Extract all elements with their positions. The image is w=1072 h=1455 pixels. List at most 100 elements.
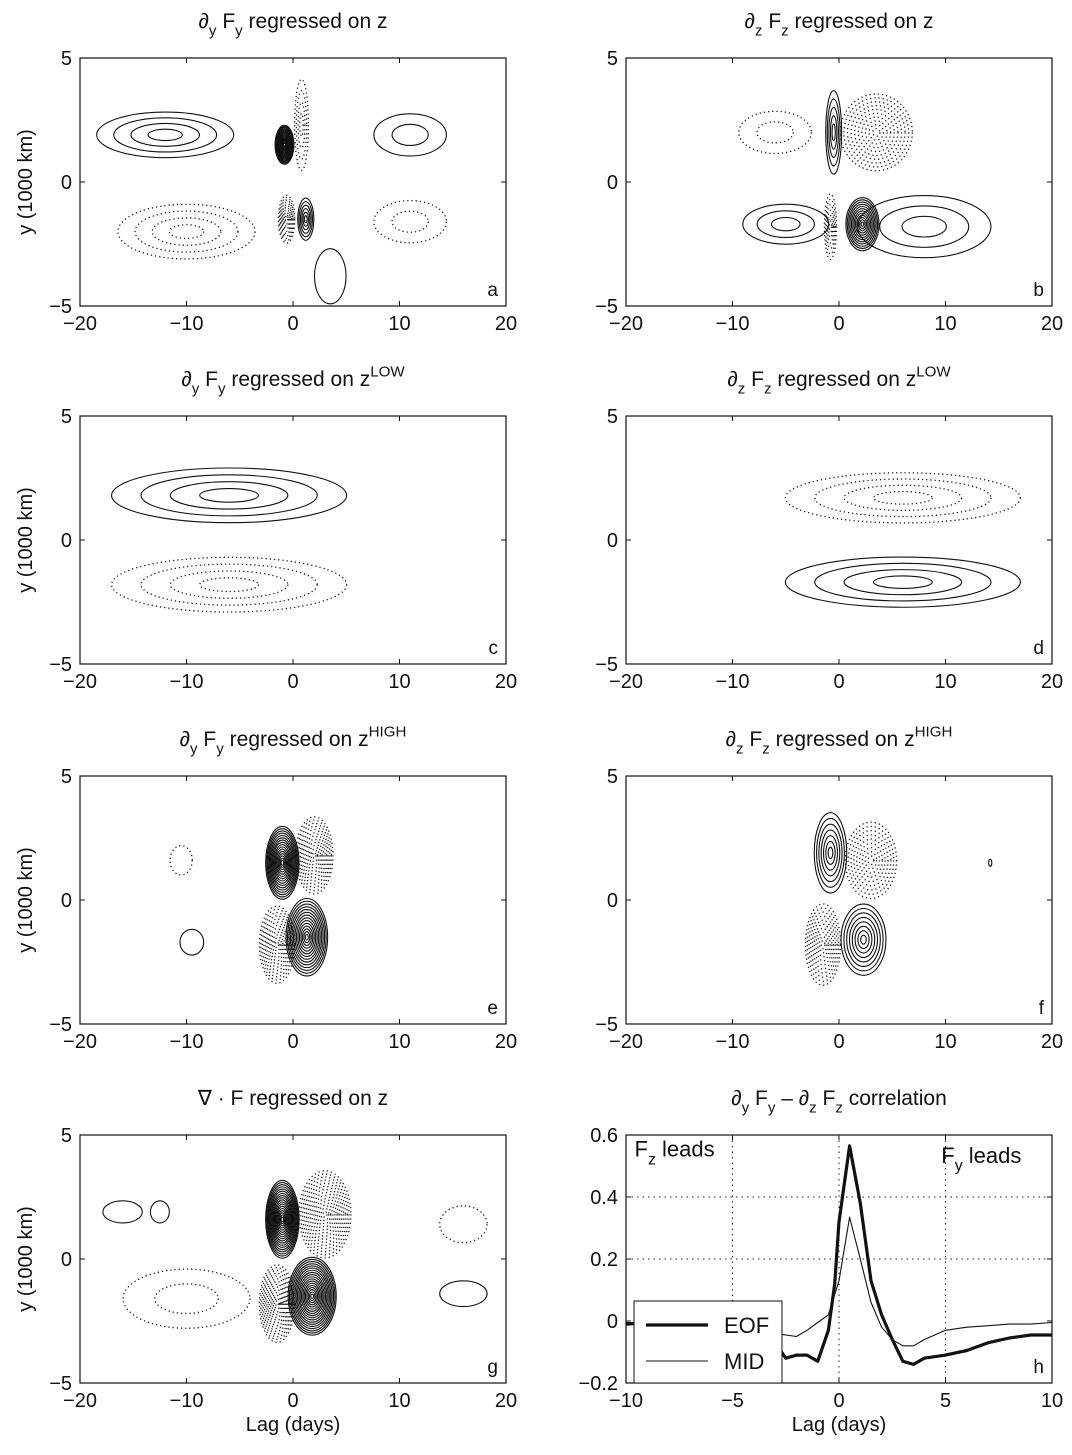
x-tick-label: −10: [716, 313, 750, 335]
x-tick-label: 0: [287, 671, 298, 693]
y-axis-label: y (1000 km): [15, 1206, 37, 1312]
plot-frame: [625, 57, 1053, 307]
negative-contour: [858, 842, 883, 878]
negative-contour: [301, 829, 328, 882]
negative-contour: [316, 1201, 334, 1228]
negative-contour: [284, 216, 289, 223]
x-tick-label: 0: [287, 1390, 298, 1412]
negative-contour: [818, 935, 828, 954]
positive-contour: [266, 1182, 299, 1257]
negative-contour: [275, 1300, 279, 1308]
plot-frame: [79, 57, 507, 307]
positive-contour: [266, 828, 299, 898]
positive-contour: [288, 903, 326, 971]
positive-contour: [848, 201, 877, 247]
positive-contour: [266, 1184, 298, 1255]
negative-contour: [814, 478, 992, 518]
negative-contour: [313, 1195, 337, 1234]
negative-contour: [811, 919, 835, 970]
y-tick-label: 5: [607, 406, 618, 428]
negative-contour: [844, 821, 898, 900]
positive-contour: [831, 123, 836, 142]
positive-contour: [272, 841, 293, 884]
positive-contour: [265, 825, 300, 900]
negative-contour: [271, 934, 283, 955]
positive-contour: [391, 123, 429, 146]
negative-contour: [259, 1267, 295, 1341]
positive-contour: [269, 834, 296, 891]
negative-contour: [828, 220, 833, 233]
positive-contour: [439, 1280, 488, 1308]
positive-contour: [828, 106, 840, 158]
negative-contour: [169, 844, 193, 876]
positive-contour: [301, 928, 312, 947]
negative-contour: [815, 927, 831, 962]
positive-contour: [901, 215, 948, 238]
positive-contour: [276, 1205, 289, 1233]
y-axis-label: y (1000 km): [15, 847, 37, 953]
negative-contour: [261, 911, 293, 978]
panel-label: g: [487, 1357, 498, 1378]
positive-contour: [199, 487, 260, 503]
positive-contour: [845, 197, 880, 252]
negative-contour: [867, 855, 875, 866]
contour-group: [738, 90, 992, 261]
panel-c: −20 −10 0 10 20 −5 0 5 ∂y Fy regressed on zLOW c y…: [15, 364, 517, 693]
negative-contour: [267, 1283, 287, 1324]
positive-contour: [274, 846, 291, 880]
contour-group: [96, 78, 448, 305]
positive-contour: [275, 1203, 290, 1236]
negative-contour: [315, 1198, 335, 1231]
negative-contour: [843, 97, 910, 168]
positive-contour: [852, 208, 873, 241]
x-tick-label: 10: [388, 671, 410, 693]
negative-contour: [117, 203, 256, 260]
x-tick-label: 10: [1041, 1390, 1063, 1412]
negative-contour: [307, 1185, 343, 1244]
y-tick-label: −5: [49, 1373, 72, 1395]
negative-contour: [820, 939, 826, 950]
positive-contour: [306, 1287, 319, 1306]
positive-contour: [279, 857, 285, 868]
positive-contour: [860, 934, 867, 945]
negative-contour: [264, 918, 290, 971]
negative-contour: [843, 484, 963, 512]
x-tick-label: 0: [833, 1031, 844, 1053]
positive-contour: [271, 839, 294, 887]
negative-contour: [373, 199, 448, 244]
positive-contour: [297, 920, 317, 955]
negative-contour: [298, 1170, 352, 1259]
positive-contour: [102, 1200, 143, 1224]
positive-contour: [826, 98, 841, 167]
negative-contour: [806, 907, 840, 982]
x-tick-label: 0: [833, 1390, 844, 1412]
panel-title: ∂z Fz regressed on zLOW: [727, 364, 951, 398]
positive-contour: [277, 853, 288, 873]
positive-contour: [854, 212, 870, 236]
x-tick-label: −5: [721, 1390, 744, 1412]
positive-contour: [300, 1278, 324, 1315]
y-tick-label: 0: [61, 1249, 72, 1271]
x-tick-label: −10: [716, 1031, 750, 1053]
positive-contour: [822, 835, 838, 871]
negative-contour: [140, 563, 318, 606]
positive-contour: [287, 1256, 337, 1336]
x-tick-label: 10: [934, 313, 956, 335]
negative-contour: [266, 1280, 288, 1327]
positive-contour: [302, 211, 310, 227]
positive-contour: [307, 1289, 317, 1304]
negative-contour: [804, 903, 842, 987]
x-tick-label: −10: [170, 1031, 204, 1053]
negative-contour: [311, 1191, 339, 1237]
panel-a: −20 −10 0 10 20 −5 0 5 ∂y Fy regressed on z a y (1…: [15, 10, 517, 335]
positive-contour: [856, 194, 992, 259]
positive-contour: [291, 1263, 333, 1330]
negative-contour: [305, 838, 323, 873]
negative-contour: [824, 198, 837, 255]
negative-contour: [846, 101, 906, 164]
panel-title: ∂y Fy regressed on zLOW: [181, 364, 405, 398]
negative-contour: [439, 1205, 488, 1244]
negative-contour: [847, 825, 895, 895]
negative-contour: [168, 224, 205, 240]
